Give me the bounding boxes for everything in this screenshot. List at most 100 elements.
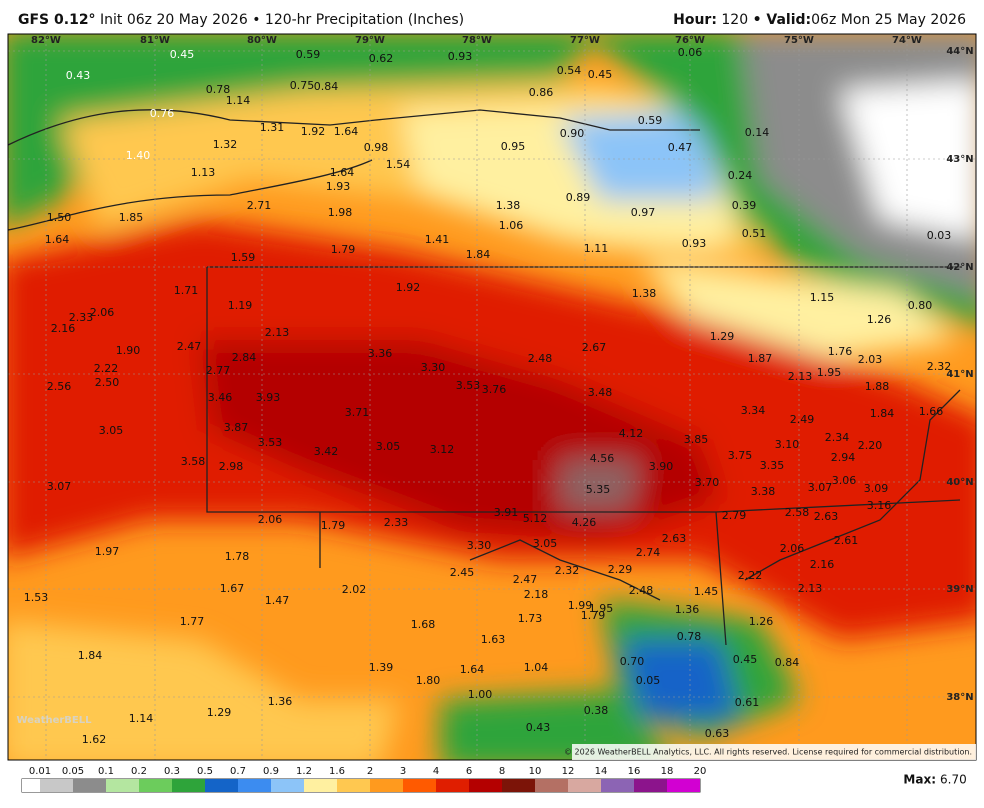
precip-value: 1.29 [207,706,232,719]
precip-value: 2.16 [810,558,835,571]
precip-value: 1.39 [369,661,394,674]
precip-value: 0.95 [501,140,526,153]
precip-value: 3.07 [808,481,833,494]
precip-value: 1.62 [82,733,107,746]
precip-value: 1.06 [499,219,524,232]
legend-label: 18 [661,766,674,777]
precip-value: 1.84 [78,649,103,662]
precip-value: 3.10 [775,438,800,451]
legend-swatch [205,779,238,792]
precip-value: 2.06 [90,306,115,319]
hour-label: Hour: [673,12,717,28]
precip-value: 3.70 [695,476,720,489]
legend-label: 0.5 [197,766,213,777]
latitude-label: 38°N [946,692,973,703]
legend-label: 0.9 [263,766,279,777]
precip-value: 1.31 [260,121,285,134]
precip-value: 3.12 [430,443,455,456]
precip-value: 3.90 [649,460,674,473]
precip-value: 1.99 [568,599,593,612]
hour: 120 [721,12,749,28]
legend-swatch [337,779,370,792]
precip-field [8,34,976,760]
precip-value: 1.79 [581,609,606,622]
precip-value: 1.77 [180,615,205,628]
precip-value: 2.06 [780,542,805,555]
precip-value: 3.05 [376,440,401,453]
max-value: 6.70 [940,773,967,787]
precip-value: 0.38 [584,704,609,717]
precip-value: 3.87 [224,421,249,434]
legend-swatch [172,779,205,792]
precip-value: 2.03 [858,353,883,366]
precip-value: 3.42 [314,445,339,458]
precip-value: 0.76 [150,107,175,120]
precip-value: 0.93 [448,50,473,63]
precip-value: 3.30 [467,539,492,552]
precip-value: 2.50 [95,376,120,389]
precip-value: 1.59 [231,251,256,264]
precip-value: 3.16 [867,499,892,512]
longitude-label: 82°W [31,35,61,46]
precip-value: 0.61 [735,696,760,709]
precip-value: 1.11 [584,242,609,255]
precip-value: 3.91 [494,506,519,519]
precip-value: 0.51 [742,227,767,240]
precip-value: 2.16 [51,322,76,335]
precip-value: 0.03 [927,229,952,242]
precip-value: 0.75 [290,79,315,92]
longitude-label: 81°W [140,35,170,46]
legend-label: 8 [499,766,505,777]
precip-value: 1.64 [334,125,359,138]
precip-value: 0.86 [529,86,554,99]
precip-value: 2.13 [265,326,290,339]
precip-value: 3.76 [482,383,507,396]
precip-value: 1.64 [45,233,70,246]
precip-value: 2.47 [177,340,202,353]
precip-value: 2.71 [247,199,272,212]
legend-swatch [271,779,304,792]
precip-value: 5.12 [523,512,548,525]
precip-value: 2.45 [450,566,475,579]
precip-value: 2.02 [342,583,367,596]
precip-value: 1.80 [416,674,441,687]
legend-swatch [22,779,40,792]
precip-value: 1.84 [870,407,895,420]
precip-value: 0.62 [369,52,394,65]
precip-value: 1.41 [425,233,450,246]
precip-value: 0.59 [638,114,663,127]
copyright-bg [572,744,976,760]
legend-swatch [139,779,172,792]
longitude-label: 79°W [355,35,385,46]
longitude-label: 77°W [570,35,600,46]
precip-value: 2.32 [555,564,580,577]
precip-value: 1.71 [174,284,199,297]
precip-value: 1.29 [710,330,735,343]
precip-value: 2.29 [608,563,633,576]
precip-value: 1.79 [321,519,346,532]
legend-label: 0.05 [62,766,84,777]
precip-value: 5.35 [586,483,611,496]
precip-value: 3.35 [760,459,785,472]
precip-value: 1.14 [226,94,251,107]
legend-label: 0.3 [164,766,180,777]
precip-value: 1.95 [817,366,842,379]
precip-value: 1.38 [632,287,657,300]
precip-value: 1.78 [225,550,250,563]
legend-swatch [106,779,139,792]
precip-value: 2.56 [47,380,72,393]
precip-value: 2.32 [927,360,952,373]
precip-value: 0.98 [364,141,389,154]
legend-swatch [403,779,436,792]
precip-value: 1.79 [331,243,356,256]
init: Init 06z 20 May 2026 • 120-hr Precipitat… [100,12,465,28]
precip-value: 1.36 [675,603,700,616]
precip-value: 1.93 [326,180,351,193]
precip-value: 1.92 [396,281,421,294]
precip-value: 1.92 [301,125,326,138]
latitude-label: 41°N [946,369,973,380]
precip-value: 1.64 [330,166,355,179]
precip-value: 2.94 [831,451,856,464]
precip-value: 0.80 [908,299,933,312]
